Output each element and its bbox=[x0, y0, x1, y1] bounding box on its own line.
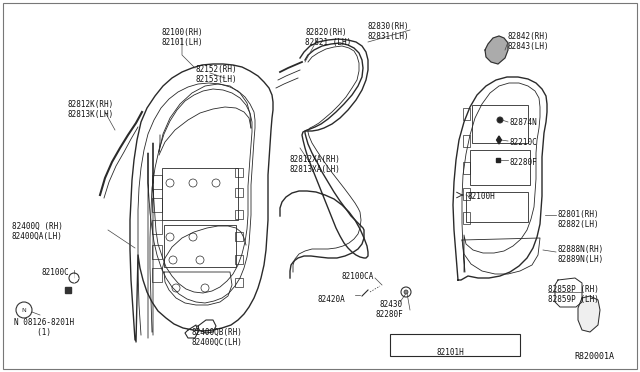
Bar bbox=[463, 135, 470, 147]
Bar bbox=[466, 192, 528, 222]
Text: 82101H: 82101H bbox=[436, 348, 464, 357]
Circle shape bbox=[497, 117, 503, 123]
Bar bbox=[390, 334, 520, 356]
Text: 82400Q (RH)
82400QA(LH): 82400Q (RH) 82400QA(LH) bbox=[12, 222, 63, 241]
Text: 82812XA(RH)
82813XA(LH): 82812XA(RH) 82813XA(LH) bbox=[290, 155, 341, 174]
Bar bbox=[235, 168, 243, 177]
Text: 82430: 82430 bbox=[380, 300, 403, 309]
Bar bbox=[162, 168, 238, 220]
Text: 82280F: 82280F bbox=[510, 158, 538, 167]
Text: 82100C: 82100C bbox=[42, 268, 70, 277]
Bar bbox=[152, 175, 162, 189]
Text: N 08126-8201H
     (1): N 08126-8201H (1) bbox=[14, 318, 74, 337]
Text: 82874N: 82874N bbox=[510, 118, 538, 127]
Bar bbox=[472, 105, 528, 143]
Text: 82152(RH)
82153(LH): 82152(RH) 82153(LH) bbox=[196, 65, 237, 84]
Text: 82888N(RH)
82889N(LH): 82888N(RH) 82889N(LH) bbox=[558, 245, 604, 264]
Text: 82858P (RH)
82859P (LH): 82858P (RH) 82859P (LH) bbox=[548, 285, 599, 304]
Polygon shape bbox=[485, 36, 508, 64]
Text: 82801(RH)
82882(LH): 82801(RH) 82882(LH) bbox=[558, 210, 600, 230]
Bar bbox=[235, 210, 243, 219]
Bar bbox=[463, 162, 470, 174]
Circle shape bbox=[404, 290, 408, 294]
Text: 82830(RH)
82831(LH): 82830(RH) 82831(LH) bbox=[368, 22, 410, 41]
Bar bbox=[164, 225, 236, 267]
Bar bbox=[235, 278, 243, 287]
Bar bbox=[152, 268, 162, 282]
Bar bbox=[235, 188, 243, 197]
Bar bbox=[235, 232, 243, 241]
Bar bbox=[152, 220, 162, 234]
Bar bbox=[152, 245, 162, 259]
Polygon shape bbox=[578, 296, 600, 332]
Text: R820001A: R820001A bbox=[574, 352, 614, 361]
Bar bbox=[463, 212, 470, 224]
Bar bbox=[152, 198, 162, 212]
Polygon shape bbox=[497, 136, 501, 144]
Bar bbox=[470, 150, 530, 185]
Text: N: N bbox=[22, 308, 26, 312]
Text: 82400QB(RH)
82400QC(LH): 82400QB(RH) 82400QC(LH) bbox=[192, 328, 243, 347]
Bar bbox=[235, 255, 243, 264]
Text: 82100H: 82100H bbox=[468, 192, 496, 201]
Text: 82812K(RH)
82813K(LH): 82812K(RH) 82813K(LH) bbox=[68, 100, 115, 119]
Text: 82210C: 82210C bbox=[510, 138, 538, 147]
Text: 82100CA: 82100CA bbox=[342, 272, 374, 281]
Text: 82100(RH)
82101(LH): 82100(RH) 82101(LH) bbox=[161, 28, 203, 47]
Text: 82420A: 82420A bbox=[318, 295, 346, 304]
Text: 82820(RH)
82821 (LH): 82820(RH) 82821 (LH) bbox=[305, 28, 351, 47]
Text: 82842(RH)
82843(LH): 82842(RH) 82843(LH) bbox=[508, 32, 550, 51]
Bar bbox=[463, 188, 470, 200]
Bar bbox=[463, 108, 470, 120]
Text: 82280F: 82280F bbox=[376, 310, 404, 319]
